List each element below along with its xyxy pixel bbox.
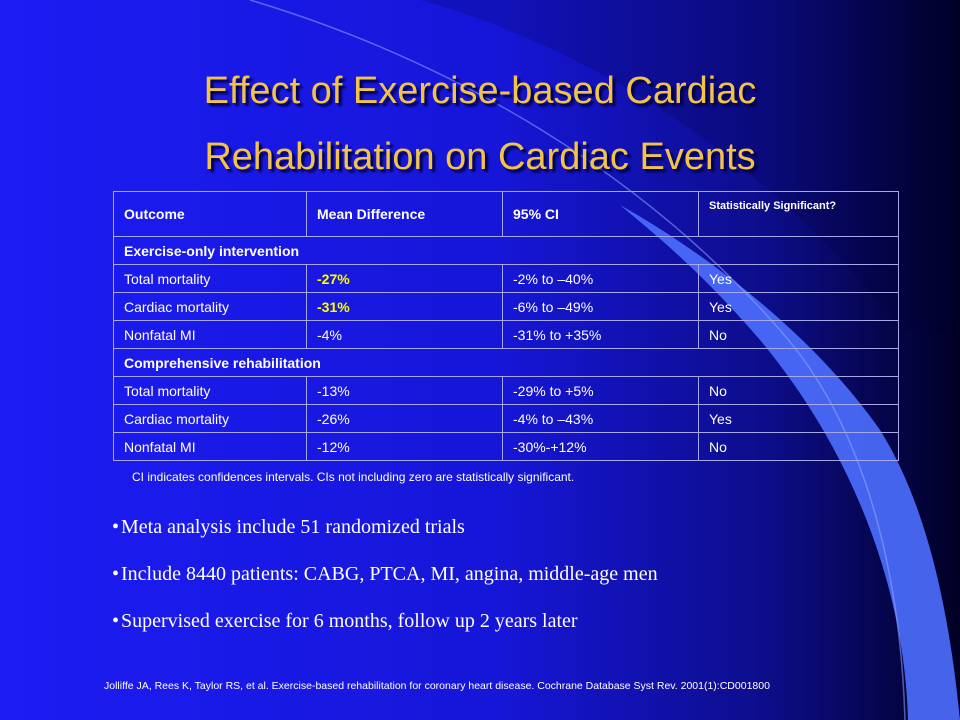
cell-significant: No [698, 376, 899, 405]
section-row-comprehensive: Comprehensive rehabilitation [113, 348, 899, 377]
cell-ci: -31% to +35% [502, 320, 699, 349]
citation: Jolliffe JA, Rees K, Taylor RS, et al. E… [104, 680, 770, 692]
cell-ci: -6% to –49% [502, 292, 699, 321]
table-row: Total mortality -27% -2% to –40% Yes [113, 264, 899, 293]
column-header-mean-difference: Mean Difference [306, 191, 503, 237]
cell-outcome: Cardiac mortality [113, 404, 307, 433]
cell-significant: Yes [698, 292, 899, 321]
column-header-outcome: Outcome [113, 191, 307, 237]
table-row: Cardiac mortality -31% -6% to –49% Yes [113, 292, 899, 321]
cell-significant: Yes [698, 404, 899, 433]
slide-title-line-2: Rehabilitation on Cardiac Events [204, 136, 756, 178]
cell-significant: No [698, 320, 899, 349]
cell-mean-difference: -26% [306, 404, 503, 433]
cell-outcome: Total mortality [113, 376, 307, 405]
cell-mean-difference: -31% [306, 292, 503, 321]
bullet-icon: • [112, 563, 120, 585]
section-row-exercise-only: Exercise-only intervention [113, 236, 899, 265]
section-label: Comprehensive rehabilitation [113, 348, 899, 377]
cell-ci: -30%-+12% [502, 432, 699, 461]
cell-ci: -2% to –40% [502, 264, 699, 293]
table-row: Total mortality -13% -29% to +5% No [113, 376, 899, 405]
cell-mean-difference: -4% [306, 320, 503, 349]
bullet-item: • Meta analysis include 51 randomized tri… [112, 512, 658, 559]
table-header-row: Outcome Mean Difference 95% CI Statistic… [113, 191, 899, 237]
bullet-item: • Include 8440 patients: CABG, PTCA, MI, … [112, 559, 658, 606]
cell-mean-difference: -13% [306, 376, 503, 405]
cell-outcome: Nonfatal MI [113, 320, 307, 349]
cell-mean-difference: -27% [306, 264, 503, 293]
results-table: Outcome Mean Difference 95% CI Statistic… [113, 191, 899, 461]
bullet-text: Meta analysis include 51 randomized tria… [121, 516, 465, 538]
slide-title-line-1: Effect of Exercise-based Cardiac [203, 70, 757, 112]
column-header-significant: Statistically Significant? [698, 191, 899, 237]
light-swoosh [620, 205, 960, 720]
bullet-item: • Supervised exercise for 6 months, follo… [112, 606, 658, 653]
bullet-text: Supervised exercise for 6 months, follow… [121, 610, 578, 632]
table-row: Nonfatal MI -4% -31% to +35% No [113, 320, 899, 349]
bullet-text: Include 8440 patients: CABG, PTCA, MI, a… [121, 563, 658, 585]
cell-significant: Yes [698, 264, 899, 293]
cell-outcome: Cardiac mortality [113, 292, 307, 321]
section-label: Exercise-only intervention [113, 236, 899, 265]
table-row: Cardiac mortality -26% -4% to –43% Yes [113, 404, 899, 433]
shadow-arc [420, 0, 960, 330]
cell-ci: -4% to –43% [502, 404, 699, 433]
bullet-icon: • [112, 516, 120, 538]
cell-outcome: Total mortality [113, 264, 307, 293]
cell-mean-difference: -12% [306, 432, 503, 461]
cell-ci: -29% to +5% [502, 376, 699, 405]
cell-significant: No [698, 432, 899, 461]
column-header-ci: 95% CI [502, 191, 699, 237]
bullet-icon: • [112, 610, 120, 632]
table-footnote: CI indicates confidences intervals. CIs … [132, 470, 575, 484]
bullet-list: • Meta analysis include 51 randomized tri… [112, 512, 658, 653]
table-row: Nonfatal MI -12% -30%-+12% No [113, 432, 899, 461]
cell-outcome: Nonfatal MI [113, 432, 307, 461]
